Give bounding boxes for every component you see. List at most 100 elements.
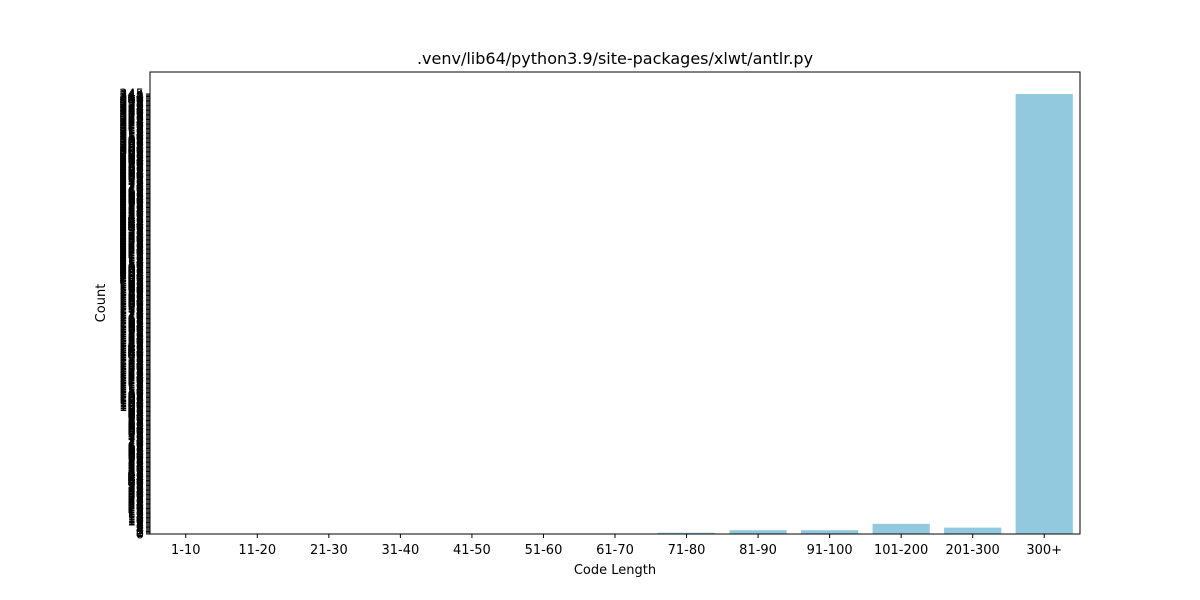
y-tick-label: 283 bbox=[119, 167, 144, 182]
y-tick-label: 338 bbox=[119, 96, 144, 111]
y-tick-label: 239 bbox=[119, 223, 144, 238]
x-tick-label: 61-70 bbox=[596, 543, 634, 558]
x-tick-label: 91-100 bbox=[807, 543, 853, 558]
y-tick-label: 264 bbox=[119, 191, 144, 206]
y-tick-label: 273 bbox=[119, 179, 144, 194]
y-tick-label: 101 bbox=[119, 399, 144, 414]
y-tick-label: 292 bbox=[119, 155, 144, 170]
y-tick-label: 344 bbox=[119, 89, 144, 104]
y-tick-label: 53 bbox=[127, 460, 144, 475]
y-tick-label: 70 bbox=[127, 438, 144, 453]
y-tick-label: 269 bbox=[119, 184, 144, 199]
y-tick-label: 275 bbox=[119, 177, 144, 192]
y-tick-label: 174 bbox=[119, 306, 144, 321]
y-tick-label: 131 bbox=[119, 360, 144, 375]
y-tick-label: 312 bbox=[119, 130, 144, 145]
y-tick-label: 103 bbox=[119, 396, 144, 411]
y-tick-label: 204 bbox=[119, 267, 144, 282]
y-tick-label: 47 bbox=[127, 468, 144, 483]
bar-71-80 bbox=[657, 532, 716, 534]
y-tick-label: 281 bbox=[119, 169, 144, 184]
y-tick-label: 11 bbox=[127, 513, 144, 528]
y-tick-label: 266 bbox=[119, 188, 144, 203]
y-tick-label: 259 bbox=[119, 197, 144, 212]
x-tick-label: 51-60 bbox=[525, 543, 563, 558]
y-tick-label: 301 bbox=[119, 144, 144, 159]
y-tick-label: 7 bbox=[136, 519, 144, 534]
y-tick-label: 256 bbox=[119, 201, 144, 216]
y-tick-label: 207 bbox=[119, 264, 144, 279]
y-tick-label: 293 bbox=[119, 154, 144, 169]
y-tick-label: 114 bbox=[119, 382, 144, 397]
y-tick-label: 310 bbox=[119, 132, 144, 147]
y-tick-label: 223 bbox=[119, 243, 144, 258]
y-tick-label: 42 bbox=[127, 474, 144, 489]
y-tick-label: 286 bbox=[119, 163, 144, 178]
y-tick-label: 150 bbox=[119, 336, 144, 351]
y-tick-label: 178 bbox=[119, 300, 144, 315]
y-tick-label: 146 bbox=[119, 341, 144, 356]
y-tick-label: 294 bbox=[119, 153, 144, 168]
y-tick-label: 151 bbox=[119, 335, 144, 350]
x-tick-group: 1-10 11-20 21-30 31-40 41-50 51-60 61-70 71-80 8… bbox=[171, 534, 1062, 558]
x-tick-label: 1-10 bbox=[171, 543, 201, 558]
y-tick-label: 205 bbox=[119, 266, 144, 281]
y-tick-label: 173 bbox=[119, 307, 144, 322]
y-tick-label: 2 bbox=[136, 525, 144, 540]
y-tick-label: 54 bbox=[127, 459, 144, 474]
y-tick-label: 4 bbox=[136, 522, 144, 537]
y-tick-label: 165 bbox=[119, 317, 144, 332]
y-tick-label: 144 bbox=[119, 344, 144, 359]
x-tick-label: 31-40 bbox=[381, 543, 419, 558]
y-tick-label: 195 bbox=[119, 279, 144, 294]
y-tick-label: 55 bbox=[127, 457, 144, 472]
y-tick-label: 81 bbox=[127, 424, 144, 439]
y-tick-label: 92 bbox=[127, 410, 144, 425]
y-tick-label: 290 bbox=[119, 158, 144, 173]
y-tick-label: 64 bbox=[127, 446, 144, 461]
y-tick-label: 156 bbox=[119, 329, 144, 344]
y-tick-label: 164 bbox=[119, 318, 144, 333]
y-tick-label: 218 bbox=[119, 249, 144, 264]
y-tick-label: 210 bbox=[119, 260, 144, 275]
y-tick-label: 258 bbox=[119, 198, 144, 213]
bar-201-300 bbox=[944, 527, 1002, 534]
y-tick-label: 188 bbox=[119, 288, 144, 303]
y-tick-label: 311 bbox=[119, 131, 144, 146]
y-tick-label: 287 bbox=[119, 161, 144, 176]
y-tick-label: 309 bbox=[119, 133, 144, 148]
y-tick-label: 139 bbox=[119, 350, 144, 365]
y-tick-label: 121 bbox=[119, 373, 144, 388]
y-tick-label: 302 bbox=[119, 142, 144, 157]
bar-group bbox=[657, 94, 1073, 534]
y-tick-label: 106 bbox=[119, 392, 144, 407]
y-tick-label: 277 bbox=[119, 174, 144, 189]
y-tick-label: 102 bbox=[119, 397, 144, 412]
y-tick-label: 250 bbox=[119, 209, 144, 224]
y-tick-label: 212 bbox=[119, 257, 144, 272]
y-tick-label: 249 bbox=[119, 210, 144, 225]
y-tick-label: 119 bbox=[119, 376, 144, 391]
y-tick-label: 104 bbox=[119, 395, 144, 410]
y-tick-label: 75 bbox=[127, 432, 144, 447]
y-tick-label: 345 bbox=[119, 88, 144, 103]
y-tick-label: 118 bbox=[119, 377, 144, 392]
y-tick-label: 343 bbox=[119, 90, 144, 105]
y-tick-label: 84 bbox=[127, 420, 144, 435]
y-tick-label: 60 bbox=[127, 451, 144, 466]
y-tick-label: 142 bbox=[119, 346, 144, 361]
y-tick-label: 231 bbox=[119, 233, 144, 248]
y-tick-label: 158 bbox=[119, 326, 144, 341]
y-tick-label: 12 bbox=[127, 512, 144, 527]
y-tick-label: 335 bbox=[119, 100, 144, 115]
y-tick-label: 202 bbox=[119, 270, 144, 285]
y-tick-label: 261 bbox=[119, 195, 144, 210]
y-tick-label: 295 bbox=[119, 151, 144, 166]
y-tick-label: 187 bbox=[119, 289, 144, 304]
y-tick-label: 14 bbox=[127, 510, 144, 525]
y-tick-label: 71 bbox=[127, 437, 144, 452]
y-tick-label: 313 bbox=[119, 128, 144, 143]
y-tick-label: 1 bbox=[136, 526, 144, 541]
y-tick-label: 270 bbox=[119, 183, 144, 198]
y-tick-label: 110 bbox=[119, 387, 144, 402]
